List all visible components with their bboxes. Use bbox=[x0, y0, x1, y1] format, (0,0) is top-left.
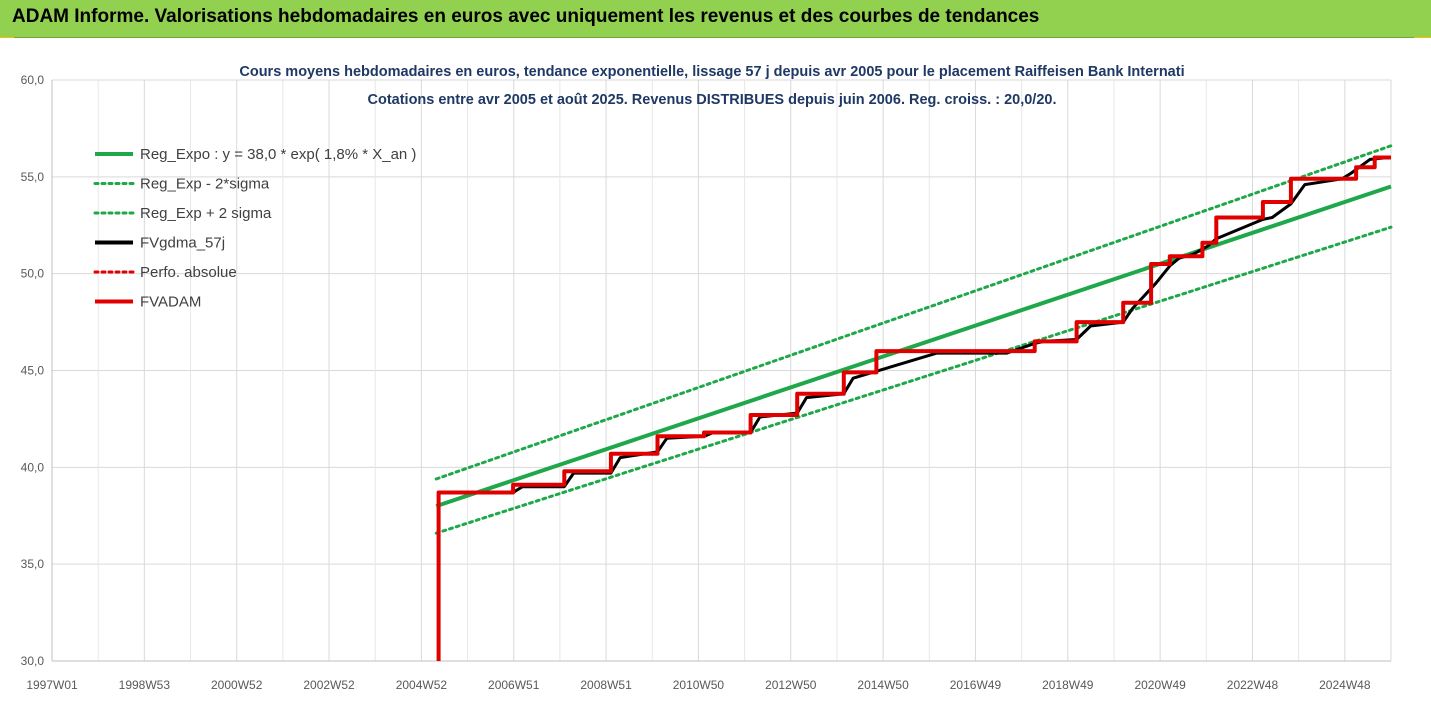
series-line-5 bbox=[436, 155, 1391, 661]
x-tick-label: 2008W51 bbox=[580, 678, 632, 692]
y-tick-label: 40,0 bbox=[21, 460, 45, 474]
x-tick-label: 2012W50 bbox=[765, 678, 817, 692]
axes bbox=[51, 80, 1392, 662]
y-tick-label: 60,0 bbox=[21, 73, 45, 87]
y-tick-label: 35,0 bbox=[21, 557, 45, 571]
series-line-1 bbox=[434, 225, 1393, 535]
chart-title-line-1: Cours moyens hebdomadaires en euros, ten… bbox=[239, 64, 1184, 80]
legend-label: FVADAM bbox=[140, 294, 201, 311]
y-tick-label: 30,0 bbox=[21, 654, 45, 668]
x-tick-label: 2016W49 bbox=[950, 678, 1002, 692]
legend-label: Reg_Exp + 2 sigma bbox=[140, 205, 272, 222]
x-tick-label: 2010W50 bbox=[673, 678, 725, 692]
legend-label: Reg_Exp - 2*sigma bbox=[140, 176, 270, 193]
x-tick-labels: 1997W01 1998W53 2000W52 2002W52 2004W52 2006W… bbox=[26, 678, 1371, 692]
series-layer bbox=[434, 144, 1393, 661]
report-title: ADAM Informe. Valorisations hebdomadaire… bbox=[12, 6, 1040, 27]
legend: Reg_Expo : y = 38,0 * exp( 1,8% * X_an )… bbox=[93, 146, 416, 311]
y-tick-label: 45,0 bbox=[21, 364, 45, 378]
line-chart: Cours moyens hebdomadaires en euros, ten… bbox=[0, 38, 1431, 718]
legend-label: Perfo. absolue bbox=[140, 264, 237, 281]
x-tick-label: 1997W01 bbox=[26, 678, 78, 692]
legend-label: Reg_Expo : y = 38,0 * exp( 1,8% * X_an ) bbox=[140, 146, 416, 163]
x-tick-label: 2024W48 bbox=[1319, 678, 1371, 692]
x-tick-label: 2002W52 bbox=[303, 678, 355, 692]
x-tick-label: 2004W52 bbox=[396, 678, 448, 692]
y-tick-labels: 30,0 35,0 40,0 45,0 50,0 55,0 60,0 bbox=[21, 73, 45, 668]
x-tick-label: 2014W50 bbox=[857, 678, 909, 692]
plot-background bbox=[0, 38, 1431, 718]
x-tick-label: 2020W49 bbox=[1134, 678, 1186, 692]
chart-title-line-2: Cotations entre avr 2005 et août 2025. R… bbox=[367, 92, 1056, 108]
legend-label: FVgdma_57j bbox=[140, 235, 225, 252]
x-tick-label: 2018W49 bbox=[1042, 678, 1094, 692]
x-tick-label: 2006W51 bbox=[488, 678, 540, 692]
x-tick-label: 2022W48 bbox=[1227, 678, 1279, 692]
y-tick-label: 55,0 bbox=[21, 170, 45, 184]
x-tick-label: 1998W53 bbox=[119, 678, 171, 692]
x-tick-label: 2000W52 bbox=[211, 678, 263, 692]
report-banner: ADAM Informe. Valorisations hebdomadaire… bbox=[0, 0, 1431, 38]
y-tick-label: 50,0 bbox=[21, 267, 45, 281]
series-line-2 bbox=[434, 144, 1393, 481]
series-line-0 bbox=[435, 184, 1392, 508]
